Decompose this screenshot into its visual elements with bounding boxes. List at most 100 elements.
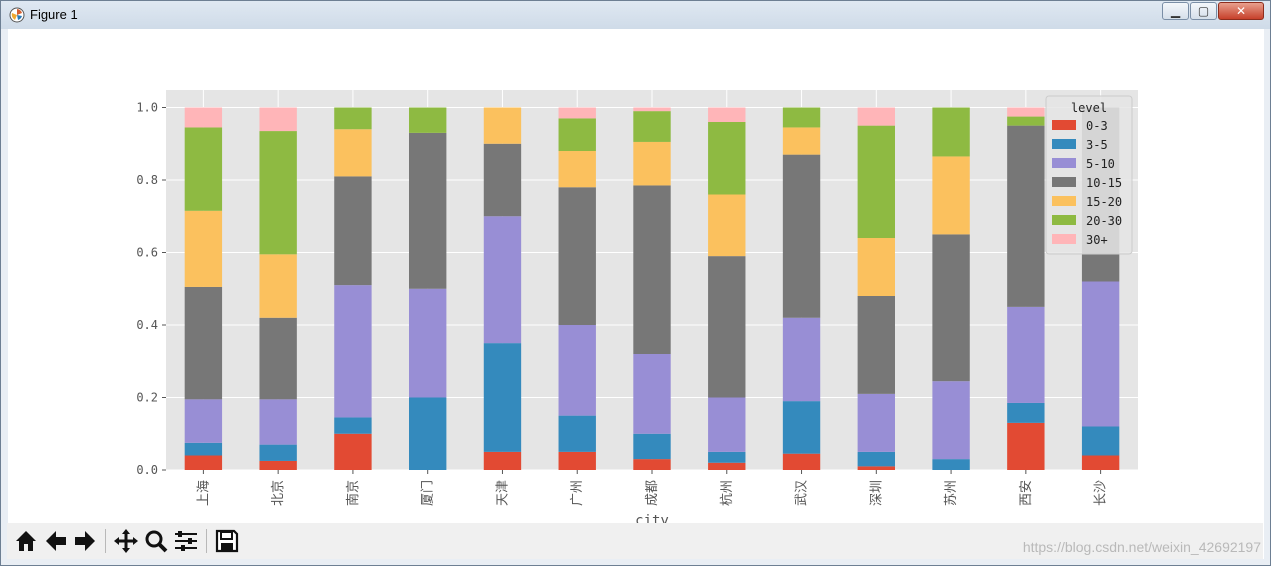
x-tick-label: 广州 <box>570 480 585 506</box>
x-tick-label: 杭州 <box>720 480 735 506</box>
bar-segment-15-20 <box>184 210 223 287</box>
bar-segment-5-10 <box>409 288 447 398</box>
bar-segment-15-20 <box>483 107 522 144</box>
bar-segment-5-10 <box>782 317 821 402</box>
bar-segment-0-3 <box>857 466 895 470</box>
x-tick-label: 苏州 <box>943 480 959 506</box>
legend-title: level <box>1071 101 1107 115</box>
x-tick-label: 西安 <box>1019 480 1034 506</box>
y-tick-label: 1.0 <box>136 101 158 115</box>
bar-segment-10-15 <box>184 286 223 400</box>
bar-segment-3-5 <box>1007 402 1045 423</box>
bar-segment-30+ <box>184 107 223 128</box>
navigation-toolbar <box>7 523 1263 559</box>
x-tick-label: 南京 <box>345 480 361 506</box>
pan-icon[interactable] <box>112 527 140 555</box>
x-tick-label: 武汉 <box>795 480 810 506</box>
legend-swatch-10-15 <box>1052 177 1076 187</box>
bar-segment-0-3 <box>334 433 372 470</box>
bar-segment-30+ <box>708 107 746 122</box>
y-tick-label: 0.2 <box>136 391 158 405</box>
configure-subplots-icon[interactable] <box>172 527 200 555</box>
maximize-button[interactable]: ▢ <box>1190 2 1217 20</box>
home-icon[interactable] <box>12 527 40 555</box>
x-tick-label: 深圳 <box>869 480 884 506</box>
y-tick-label: 0.6 <box>136 246 158 260</box>
bar-segment-15-20 <box>857 238 895 296</box>
bar-segment-20-30 <box>409 107 447 133</box>
bar-segment-0-3 <box>259 460 297 470</box>
bar-segment-30+ <box>857 107 895 126</box>
legend-label: 20-30 <box>1086 214 1122 228</box>
bar-segment-15-20 <box>782 127 821 155</box>
bar-segment-10-15 <box>633 185 671 354</box>
bar-segment-20-30 <box>857 125 895 238</box>
legend-label: 0-3 <box>1086 119 1108 133</box>
y-tick-label: 0.8 <box>136 173 158 187</box>
toolbar-separator <box>206 529 207 553</box>
x-tick-label: 北京 <box>271 480 286 506</box>
bar-segment-3-5 <box>857 451 895 467</box>
bar-segment-15-20 <box>558 151 596 188</box>
bar-segment-3-5 <box>932 459 970 470</box>
bar-segment-20-30 <box>708 122 746 195</box>
legend-swatch-0-3 <box>1052 120 1076 130</box>
bar-segment-0-3 <box>483 451 522 470</box>
y-tick-label: 0.4 <box>136 318 158 332</box>
back-icon[interactable] <box>42 527 70 555</box>
bar-segment-3-5 <box>409 397 447 470</box>
bar-segment-5-10 <box>184 399 223 443</box>
save-icon[interactable] <box>213 527 241 555</box>
close-button[interactable]: ✕ <box>1218 2 1264 20</box>
bar-segment-10-15 <box>932 234 970 382</box>
bar-segment-0-3 <box>1081 455 1120 470</box>
minimize-button[interactable]: ▁ <box>1162 2 1189 20</box>
bar-segment-10-15 <box>483 143 522 217</box>
bar-segment-10-15 <box>558 187 596 325</box>
legend-label: 5-10 <box>1086 157 1115 171</box>
bar-segment-10-15 <box>782 154 821 318</box>
x-tick-label: 成都 <box>645 480 660 506</box>
bar-segment-15-20 <box>334 129 372 177</box>
bar-segment-3-5 <box>334 417 372 434</box>
bar-segment-10-15 <box>259 317 297 400</box>
minimize-icon: ▁ <box>1170 4 1181 18</box>
x-tick-label: 上海 <box>196 480 211 506</box>
bar-segment-5-10 <box>1007 306 1045 403</box>
bar-segment-0-3 <box>558 451 596 470</box>
bar-segment-5-10 <box>1081 281 1120 427</box>
bar-segment-5-10 <box>334 285 372 418</box>
bar-segment-20-30 <box>1007 116 1045 126</box>
bar-segment-20-30 <box>782 107 821 128</box>
bar-segment-5-10 <box>932 381 970 460</box>
maximize-icon: ▢ <box>1197 4 1210 18</box>
title-bar[interactable]: Figure 1 ▁ ▢ ✕ <box>1 1 1270 29</box>
bar-segment-3-5 <box>708 451 746 463</box>
bar-segment-0-3 <box>782 453 821 470</box>
bar-segment-3-5 <box>558 415 596 452</box>
forward-icon[interactable] <box>71 527 99 555</box>
bar-segment-5-10 <box>558 325 596 416</box>
legend-label: 10-15 <box>1086 176 1122 190</box>
bar-segment-5-10 <box>259 399 297 445</box>
x-tick-label: 天津 <box>495 480 510 506</box>
bar-segment-15-20 <box>259 254 297 318</box>
legend-box <box>1045 95 1133 255</box>
legend-label: 15-20 <box>1086 195 1122 209</box>
bar-segment-3-5 <box>1081 426 1120 456</box>
zoom-icon[interactable] <box>142 527 170 555</box>
bar-segment-3-5 <box>483 343 522 452</box>
bar-segment-5-10 <box>483 216 522 344</box>
bar-segment-30+ <box>259 107 297 132</box>
bar-segment-5-10 <box>633 354 671 434</box>
legend-swatch-30+ <box>1052 234 1076 244</box>
bar-segment-0-3 <box>1007 422 1045 470</box>
bar-segment-5-10 <box>708 397 746 452</box>
bar-segment-10-15 <box>334 176 372 286</box>
bar-segment-0-3 <box>633 459 671 470</box>
bar-segment-20-30 <box>633 111 671 142</box>
matplotlib-logo-icon <box>9 7 25 23</box>
bar-segment-0-3 <box>708 462 746 470</box>
bar-segment-20-30 <box>558 118 596 151</box>
bar-segment-3-5 <box>633 433 671 460</box>
